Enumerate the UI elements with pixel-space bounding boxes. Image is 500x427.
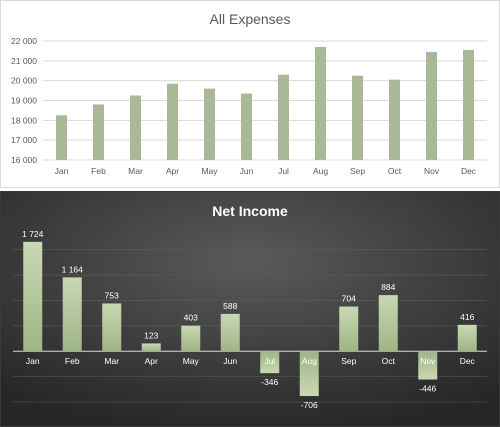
data-label: 884 xyxy=(381,282,395,292)
y-tick-label: 16 000 xyxy=(11,155,37,165)
chart-title: Net Income xyxy=(212,203,288,219)
bar xyxy=(23,241,43,352)
y-tick-label: 21 000 xyxy=(11,56,37,66)
bar xyxy=(102,303,122,352)
x-tick-label: Sep xyxy=(341,356,356,366)
data-label: 123 xyxy=(144,330,158,340)
bar xyxy=(418,351,438,380)
bar xyxy=(167,83,178,160)
chart-background xyxy=(1,192,499,426)
x-tick-label: Mar xyxy=(104,356,119,366)
x-tick-label: Sep xyxy=(350,166,365,176)
x-tick-label: Dec xyxy=(461,166,477,176)
bar xyxy=(220,313,240,352)
x-tick-label: Aug xyxy=(302,356,317,366)
data-label: 403 xyxy=(184,313,198,323)
x-tick-label: Jan xyxy=(26,356,40,366)
bar xyxy=(181,325,201,352)
data-label: 416 xyxy=(460,312,474,322)
bar xyxy=(378,295,398,352)
data-label: 704 xyxy=(342,294,356,304)
bar xyxy=(463,49,474,160)
bar xyxy=(389,79,400,160)
x-tick-label: May xyxy=(183,356,200,366)
data-label: -446 xyxy=(419,384,436,394)
bar xyxy=(299,351,319,397)
y-tick-label: 22 000 xyxy=(11,36,37,46)
net-income-svg: Net Income 1 724 Jan 1 164 Feb 753 Mar 123 Apr 4… xyxy=(1,192,499,426)
x-tick-label: Jun xyxy=(240,166,254,176)
bar xyxy=(339,306,359,352)
x-tick-label: Apr xyxy=(145,356,158,366)
bar xyxy=(457,324,477,352)
bar xyxy=(141,343,161,352)
y-tick-label: 17 000 xyxy=(11,135,37,145)
x-tick-label: Jul xyxy=(278,166,289,176)
data-label: -706 xyxy=(301,400,318,410)
x-tick-label: May xyxy=(201,166,218,176)
bar xyxy=(426,51,437,160)
x-tick-label: Oct xyxy=(388,166,402,176)
x-tick-label: Aug xyxy=(313,166,328,176)
bar xyxy=(260,351,280,374)
x-tick-label: Oct xyxy=(382,356,396,366)
data-label: -346 xyxy=(261,377,278,387)
x-tick-label: Jul xyxy=(264,356,275,366)
bar xyxy=(130,95,141,160)
y-tick-label: 18 000 xyxy=(11,115,37,125)
bar xyxy=(278,74,289,160)
data-label: 1 724 xyxy=(22,229,44,239)
data-label: 753 xyxy=(105,290,119,300)
x-tick-label: Feb xyxy=(65,356,80,366)
bar xyxy=(93,104,104,160)
bar xyxy=(241,93,252,160)
x-tick-label: Apr xyxy=(166,166,179,176)
x-tick-label: Jan xyxy=(55,166,69,176)
y-tick-label: 19 000 xyxy=(11,96,37,106)
x-tick-label: Dec xyxy=(460,356,476,366)
x-tick-label: Nov xyxy=(424,166,440,176)
bar xyxy=(56,115,67,160)
x-tick-label: Jun xyxy=(223,356,237,366)
x-tick-label: Nov xyxy=(420,356,436,366)
data-label: 1 164 xyxy=(62,264,84,274)
x-tick-label: Feb xyxy=(91,166,106,176)
bar xyxy=(315,46,326,161)
x-tick-label: Mar xyxy=(128,166,143,176)
chart-title: All Expenses xyxy=(210,11,291,27)
bar xyxy=(352,75,363,160)
all-expenses-svg: All Expenses 16 000 17 000 18 000 19 000 20 … xyxy=(11,11,487,176)
bar xyxy=(204,88,215,160)
bar xyxy=(62,277,82,352)
y-tick-label: 20 000 xyxy=(11,76,37,86)
all-expenses-chart: All Expenses 16 000 17 000 18 000 19 000 20 … xyxy=(0,0,500,188)
net-income-chart: Net Income 1 724 Jan 1 164 Feb 753 Mar 123 Apr 4… xyxy=(0,191,500,427)
data-label: 588 xyxy=(223,301,237,311)
